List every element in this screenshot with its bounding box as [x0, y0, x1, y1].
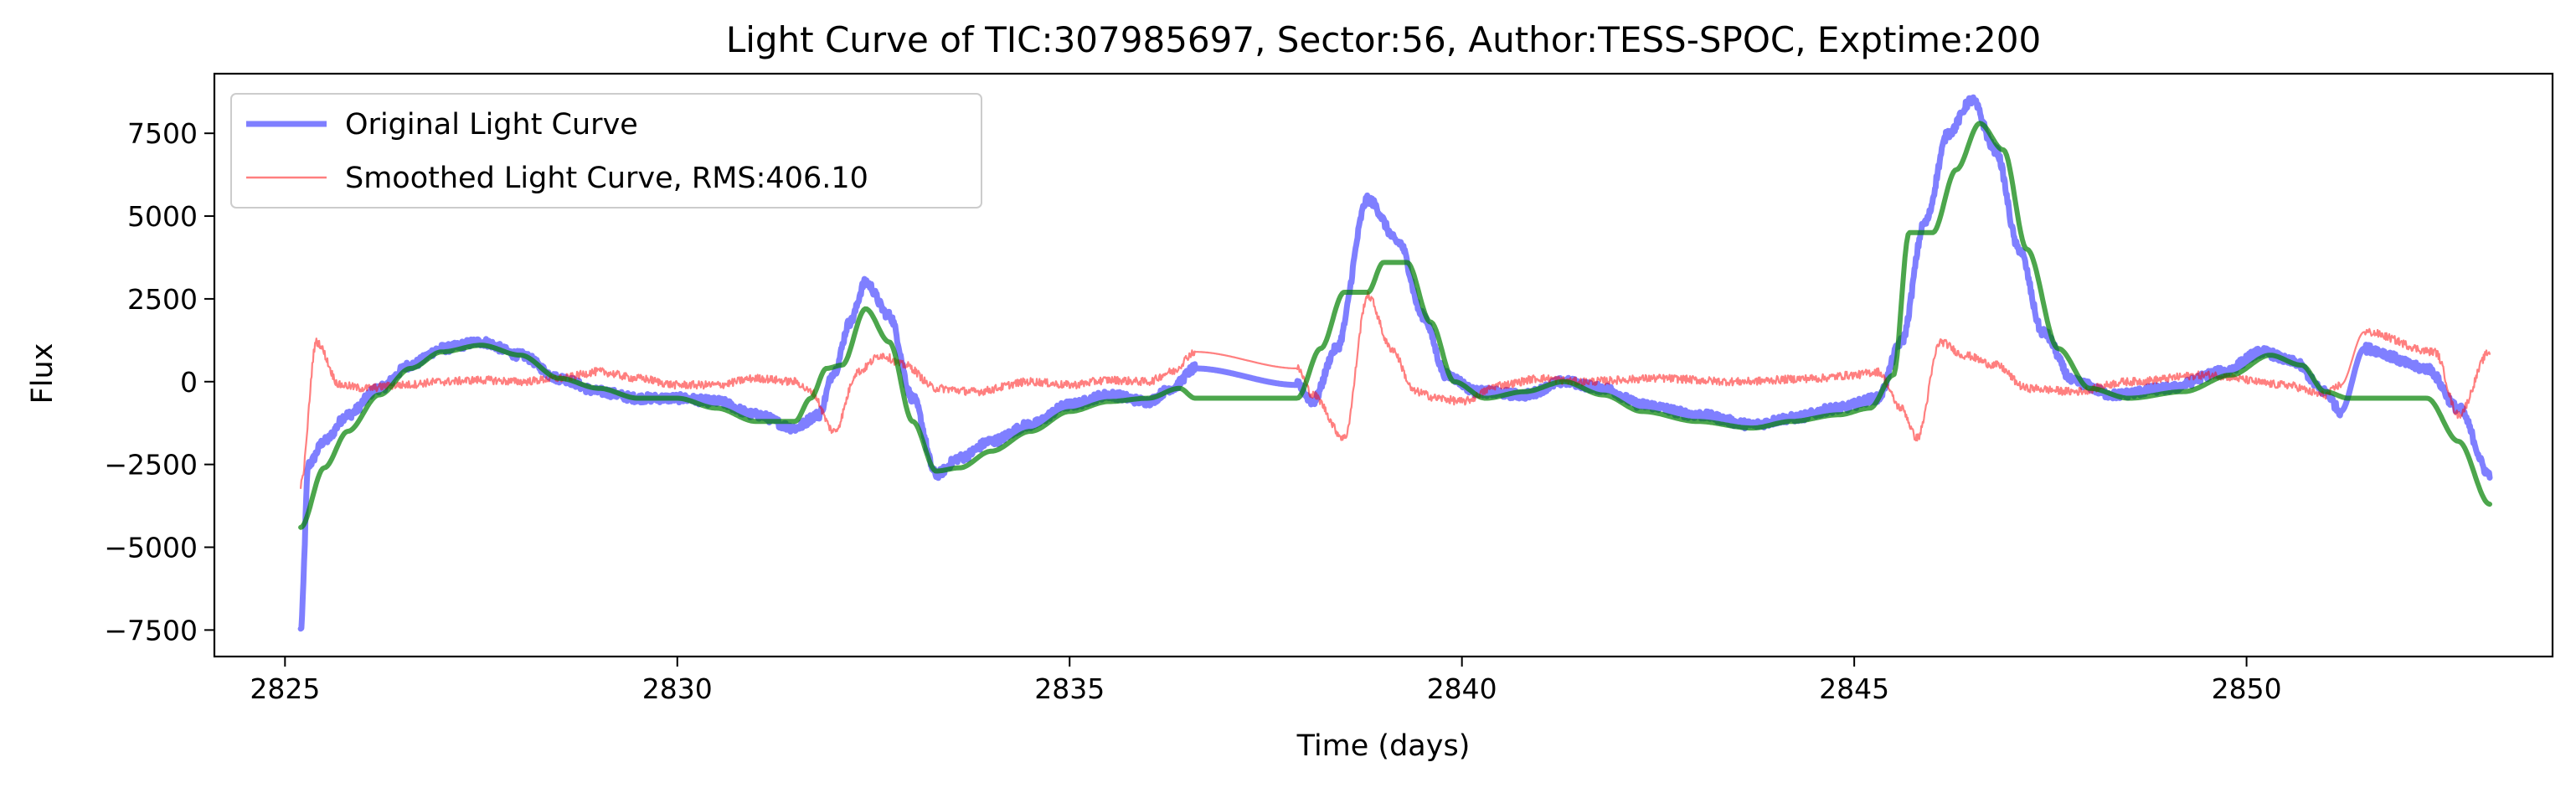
series-line-2: [300, 291, 2491, 489]
legend-entry: Original Light Curve: [345, 108, 638, 142]
y-tick-label: 0: [180, 366, 198, 399]
legend: Original Light Curve Smoothed Light Curve…: [230, 93, 982, 209]
chart-title: Light Curve of TIC:307985697, Sector:56,…: [726, 19, 2041, 60]
y-tick-label: 2500: [127, 283, 198, 316]
y-tick-label: −2500: [104, 449, 198, 482]
x-tick-label: 2830: [642, 672, 713, 705]
x-tick-label: 2845: [1819, 672, 1889, 705]
x-tick-label: 2840: [1427, 672, 1497, 705]
plot-frame: [213, 72, 2554, 658]
x-axis-label: Time (days): [1296, 729, 1471, 763]
legend-entry: Smoothed Light Curve, RMS:406.10: [345, 162, 868, 195]
y-tick-label: 7500: [127, 117, 198, 150]
y-axis-label: Flux: [26, 343, 59, 404]
y-tick-label: −7500: [104, 614, 198, 646]
series-line-3: [298, 121, 2492, 530]
x-tick-label: 2825: [250, 672, 320, 705]
x-axis: 2825 2830 2835 2840 2845 2850: [250, 657, 2282, 705]
legend-box: [230, 93, 982, 209]
x-tick-label: 2835: [1034, 672, 1105, 705]
x-tick-label: 2850: [2212, 672, 2282, 705]
y-tick-label: 5000: [127, 200, 198, 233]
plot-area: [297, 94, 2493, 632]
y-tick-label: −5000: [104, 532, 198, 564]
y-axis: −7500 −5000 −2500 0 2500 5000 7500: [104, 117, 214, 646]
